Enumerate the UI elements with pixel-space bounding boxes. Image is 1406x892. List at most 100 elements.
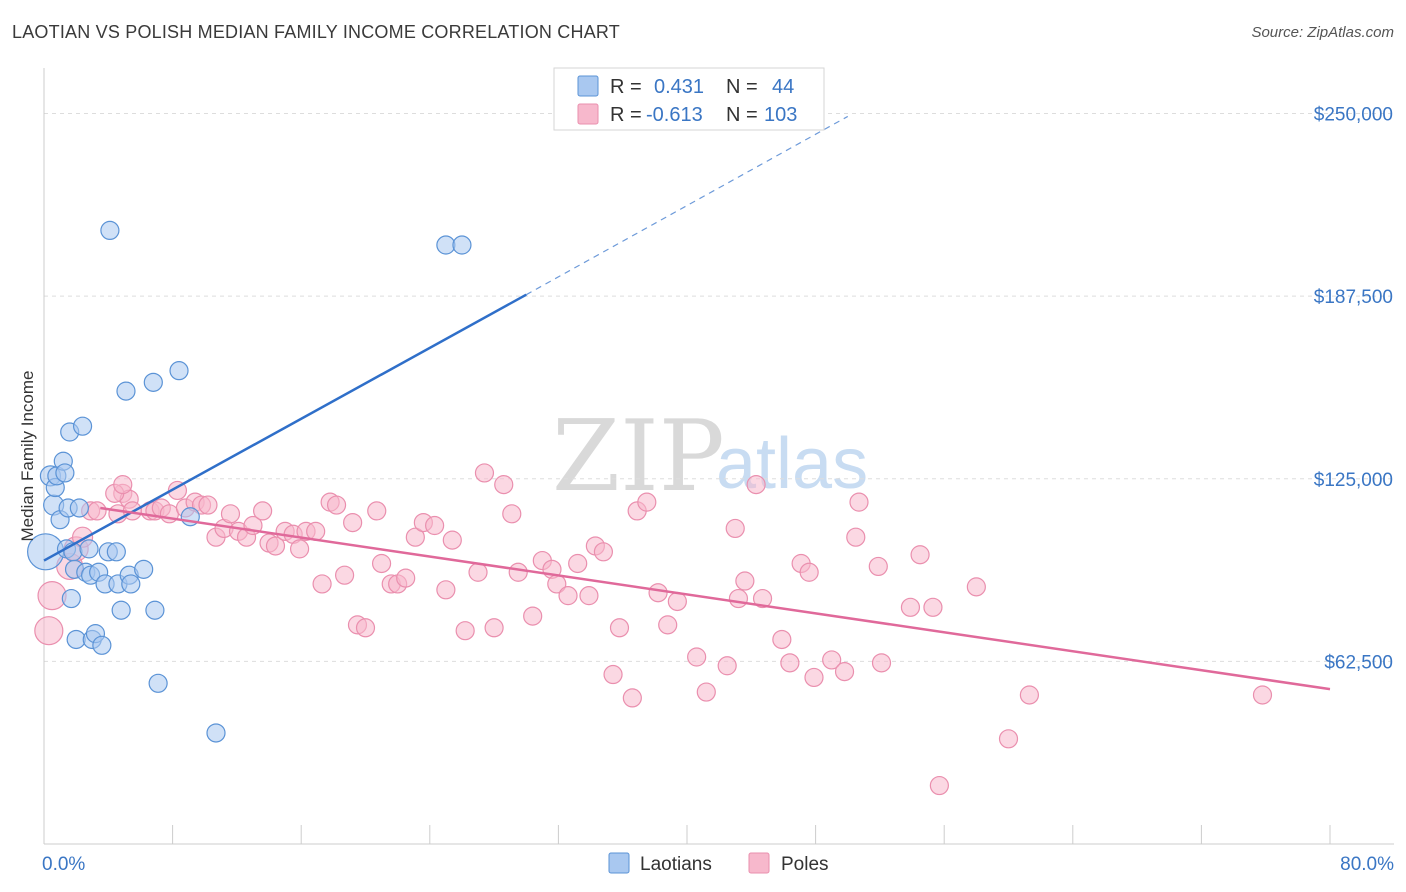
poles-point: [367, 501, 387, 521]
poles-point: [1019, 685, 1039, 705]
poles-point: [849, 492, 869, 512]
y-tick-label: $250,000: [1314, 105, 1393, 126]
poles-point: [37, 581, 67, 611]
watermark-zip: ZIP: [552, 400, 725, 514]
x-tick-label-min: 0.0%: [42, 854, 85, 875]
poles-point: [425, 515, 445, 536]
poles-point: [355, 618, 376, 638]
laotians-point: [111, 600, 131, 620]
poles-point: [508, 562, 528, 582]
laotians-legend-swatch: [577, 75, 599, 97]
y-tick-label: $62,500: [1324, 652, 1393, 673]
poles-point: [696, 682, 716, 702]
legend-label-laotians: Laotians: [640, 854, 712, 875]
laotians-n-value: 44: [772, 76, 794, 98]
laotians-point: [145, 600, 165, 620]
poles-point: [265, 536, 286, 556]
poles-point: [728, 588, 749, 609]
poles-point: [87, 501, 107, 521]
poles-point: [474, 463, 495, 483]
laotians-point: [106, 542, 126, 562]
y-tick-labels: $62,500 $125,000 $187,500 $250,000: [1314, 105, 1393, 674]
poles-point: [593, 542, 614, 562]
laotians-point: [79, 539, 99, 559]
laotians-trend-line: [43, 293, 527, 562]
poles-point: [772, 629, 792, 650]
poles-point: [687, 647, 707, 667]
poles-point: [799, 562, 819, 582]
poles-point: [648, 583, 668, 603]
poles-point: [637, 492, 657, 512]
laotians-point: [206, 723, 226, 743]
poles-point: [405, 527, 425, 547]
watermark-atlas: atlas: [716, 424, 868, 504]
poles-point: [822, 650, 842, 670]
source-label: Source: ZipAtlas.com: [1251, 24, 1394, 41]
poles-point: [1252, 685, 1273, 705]
poles-point: [603, 664, 623, 685]
laotians-point: [100, 220, 120, 240]
laotians-point: [452, 235, 472, 255]
laotians-point: [72, 416, 93, 436]
poles-point: [468, 562, 488, 582]
laotians-point: [121, 574, 141, 594]
poles-point: [725, 518, 745, 539]
laotians-point: [169, 361, 189, 381]
poles-n-label: N =: [726, 104, 758, 126]
poles-r-label: R =: [610, 104, 642, 126]
legend-label-poles: Poles: [781, 854, 829, 875]
poles-n-value: 103: [764, 104, 797, 126]
poles-point: [834, 662, 855, 682]
poles-point: [289, 539, 310, 559]
stats-legend-box: [553, 67, 825, 131]
laotians-point: [143, 372, 163, 392]
laotians-r-value: 0.431: [654, 76, 704, 98]
poles-point: [113, 475, 133, 495]
poles-point: [494, 475, 514, 495]
poles-trend-line: [100, 506, 1331, 691]
poles-point: [900, 597, 921, 617]
poles-point: [998, 729, 1019, 749]
poles-point: [484, 618, 504, 638]
laotians-point: [69, 498, 89, 518]
y-tick-label: $125,000: [1314, 470, 1393, 491]
poles-point: [658, 615, 678, 635]
poles-point: [558, 586, 578, 606]
poles-point: [523, 606, 543, 626]
laotians-point: [55, 463, 75, 483]
poles-point: [343, 512, 363, 533]
laotians-r-label: R =: [610, 76, 642, 98]
grid-lines: [44, 113, 1394, 662]
poles-point: [871, 653, 892, 673]
poles-point: [220, 504, 241, 524]
poles-point: [455, 621, 475, 641]
poles-point: [579, 586, 599, 606]
poles-point: [752, 588, 773, 609]
poles-point: [910, 545, 930, 565]
poles-point: [929, 775, 949, 796]
page-title: LAOTIAN VS POLISH MEDIAN FAMILY INCOME C…: [12, 22, 620, 42]
poles-point: [735, 571, 755, 591]
series-legend: Laotians Poles: [608, 852, 829, 875]
laotians-point: [148, 673, 168, 693]
laotians-point: [66, 629, 86, 650]
poles-point: [326, 495, 347, 515]
laotians-point: [116, 381, 136, 401]
trend-lines: [43, 115, 1331, 691]
poles-point: [502, 504, 522, 524]
poles-r-value: -0.613: [646, 104, 703, 126]
y-axis-label: Median Family Income: [18, 370, 37, 541]
poles-point: [923, 597, 943, 617]
laotians-trend-extension: [525, 115, 849, 296]
poles-legend-swatch: [577, 103, 599, 125]
laotians-point: [61, 588, 81, 609]
legend-swatch-laotians: [608, 852, 630, 874]
poles-point: [609, 618, 630, 638]
poles-point: [804, 667, 824, 688]
poles-point: [780, 653, 800, 673]
poles-point: [198, 495, 218, 515]
poles-point: [746, 475, 766, 495]
axes: [43, 68, 1394, 845]
laotians-n-label: N =: [726, 76, 758, 98]
